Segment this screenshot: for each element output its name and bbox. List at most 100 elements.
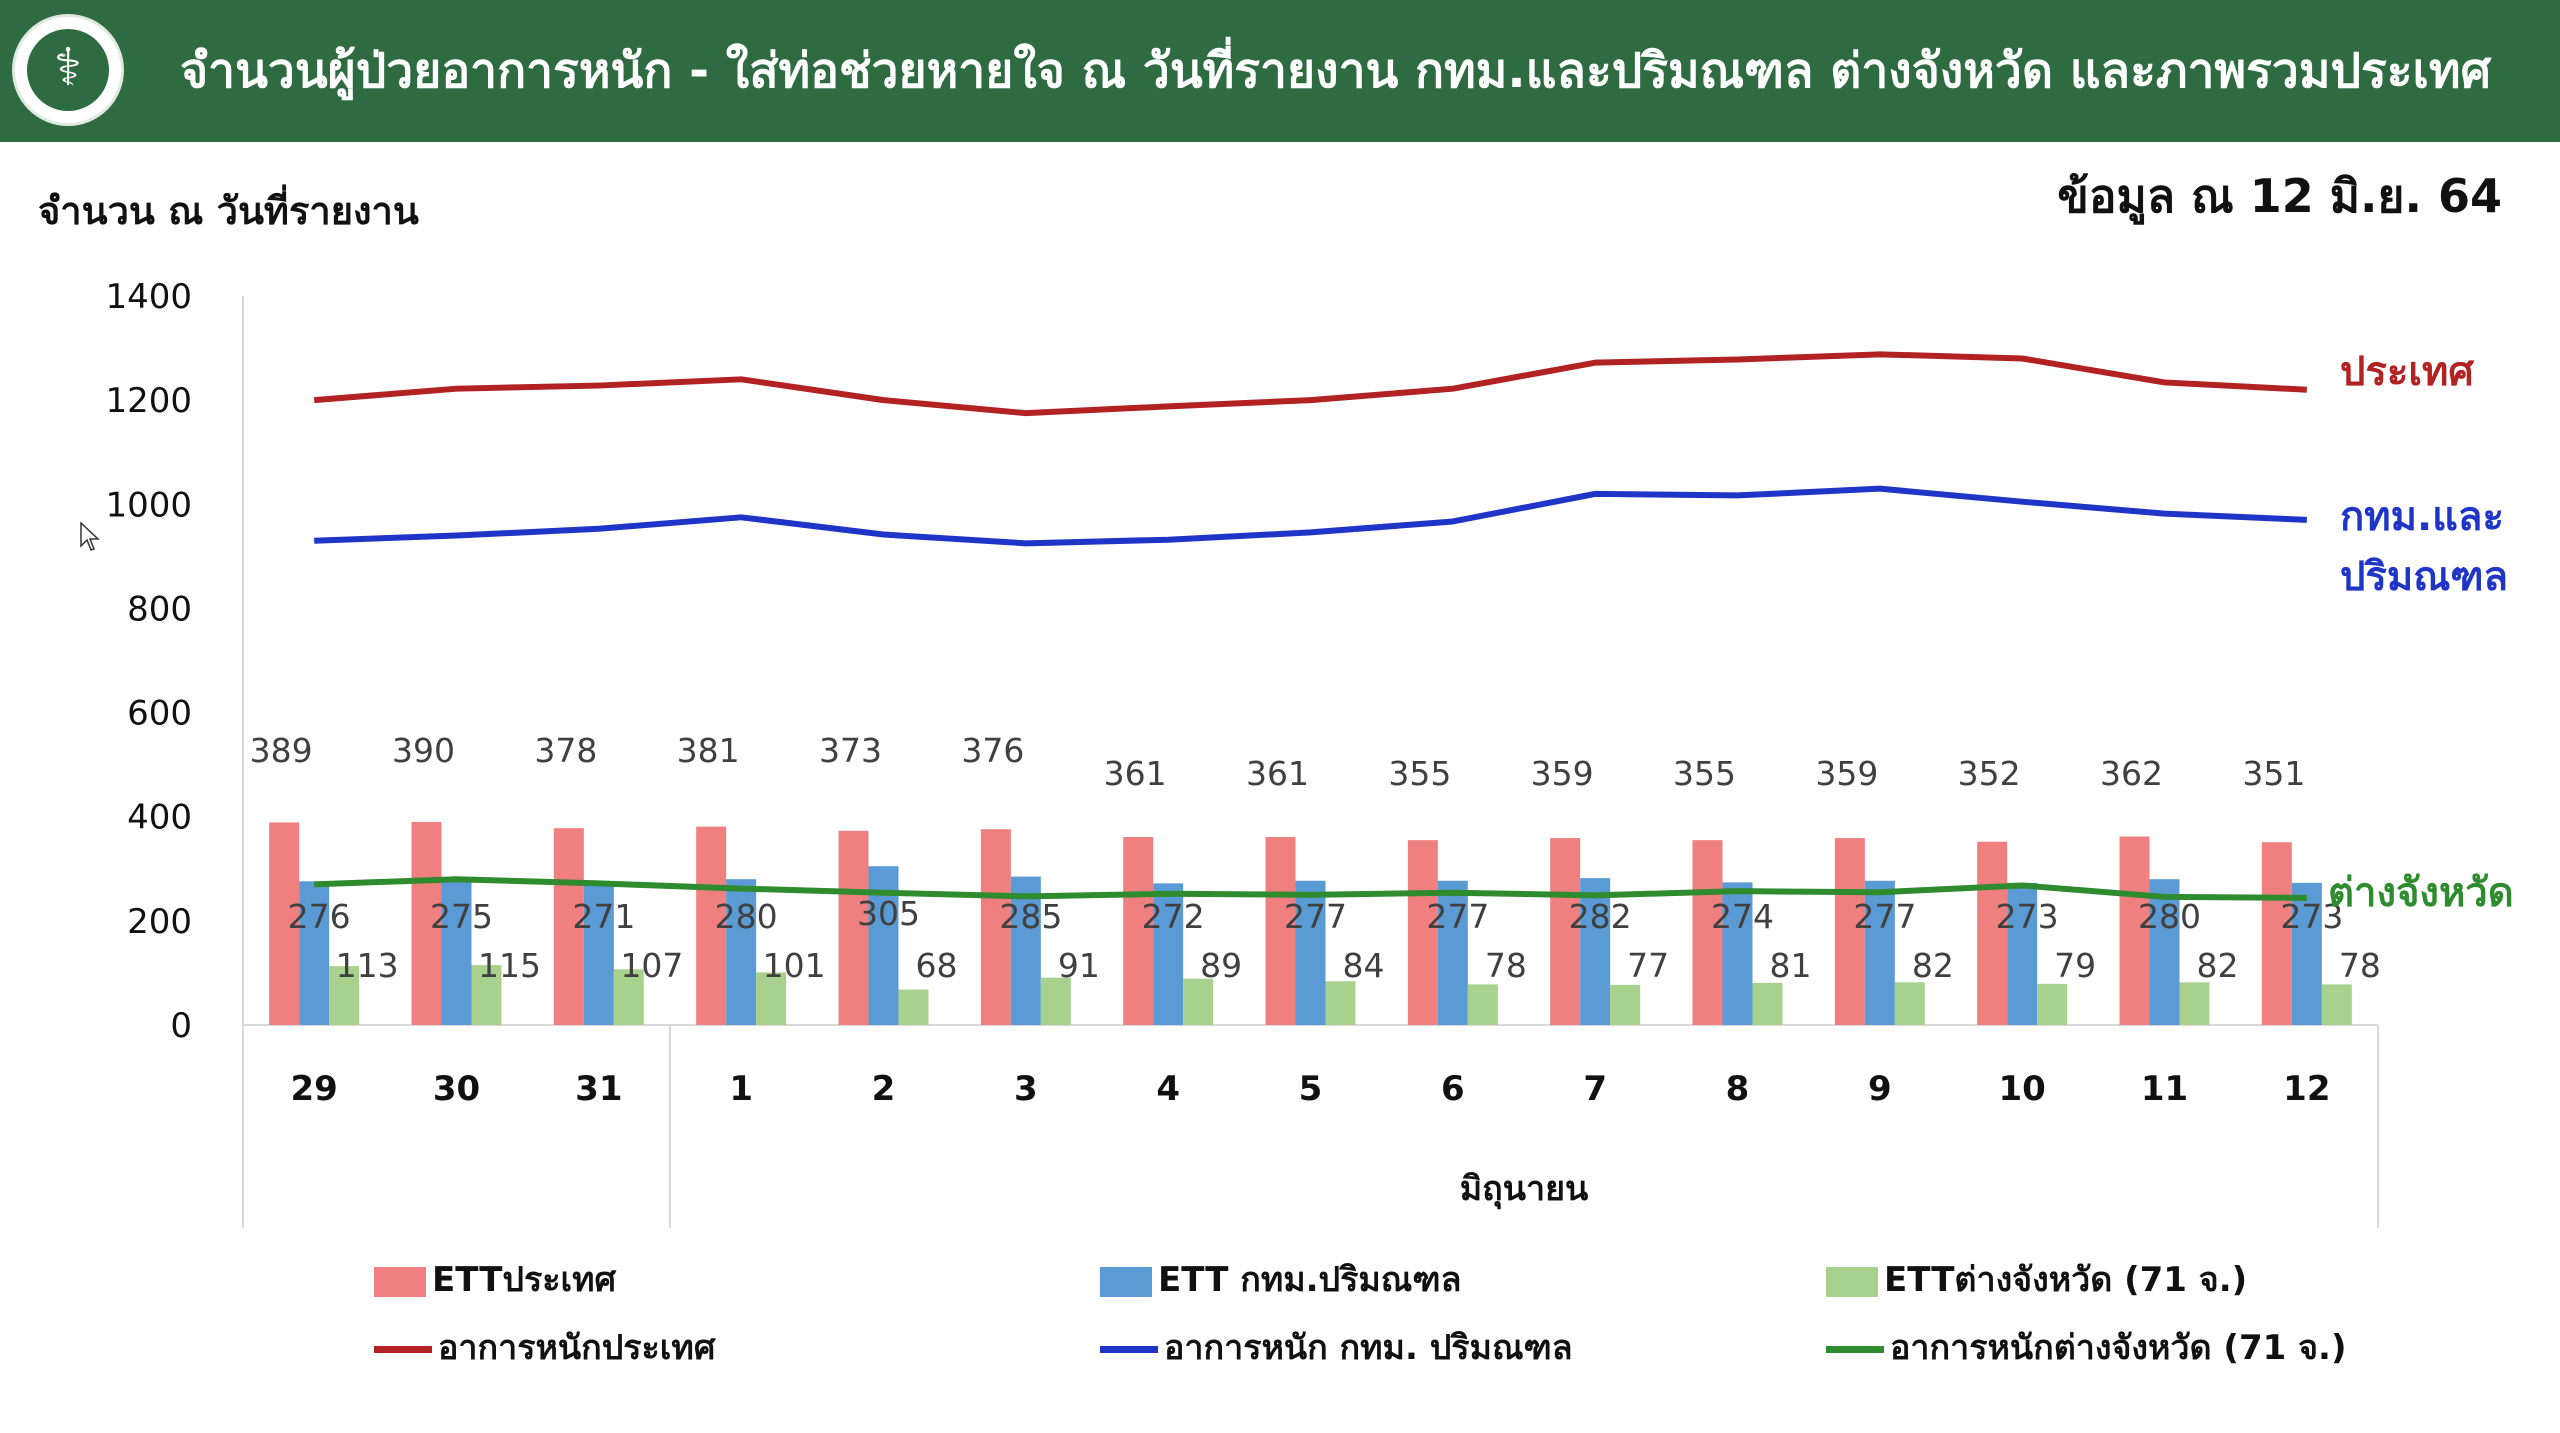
legend-label: ETTต่างจังหวัด (71 จ.) (1884, 1260, 2248, 1300)
y-tick-label: 600 (127, 694, 192, 734)
legend-item: อาการหนักประเทศ (374, 1318, 715, 1378)
x-tick-label: 9 (1868, 1069, 1892, 1109)
bar (1467, 984, 1498, 1025)
bar (1010, 876, 1041, 1025)
bar (299, 881, 330, 1025)
bar (898, 989, 929, 1025)
data-label: 82 (2197, 946, 2239, 985)
data-label: 89 (1200, 946, 1242, 985)
data-label: 381 (677, 731, 740, 770)
bar (1692, 840, 1723, 1025)
bar (1550, 838, 1581, 1025)
bar (1894, 982, 1925, 1025)
bar (1295, 880, 1326, 1025)
series-end-label: ต่างจังหวัด (2328, 870, 2514, 916)
y-tick-label: 1400 (105, 277, 192, 317)
x-tick-label: 3 (1014, 1069, 1038, 1109)
data-label: 376 (961, 731, 1024, 770)
x-tick-label: 12 (2283, 1069, 2330, 1109)
header-bar: ⚕ จำนวนผู้ป่วยอาการหนัก - ใส่ท่อช่วยหายใ… (0, 0, 2560, 142)
data-label: 361 (1104, 754, 1167, 793)
bar (1437, 880, 1468, 1025)
bar (1722, 882, 1753, 1025)
caduceus-icon: ⚕ (53, 38, 83, 98)
data-label: 351 (2242, 754, 2305, 793)
data-label: 277 (1426, 897, 1489, 936)
bar (1407, 840, 1438, 1025)
bar (553, 828, 584, 1025)
data-label: 280 (715, 897, 778, 936)
bar (2291, 882, 2322, 1025)
bar (1040, 977, 1071, 1025)
bar (696, 826, 727, 1025)
data-label: 352 (1958, 754, 2021, 793)
y-tick-label: 0 (170, 1006, 192, 1046)
series-end-label: ประเทศ (2340, 349, 2474, 395)
x-tick-label: 7 (1583, 1069, 1607, 1109)
data-label: 378 (534, 731, 597, 770)
x-tick-label: 11 (2141, 1069, 2188, 1109)
data-label: 91 (1058, 946, 1100, 985)
x-tick-label: 30 (433, 1069, 480, 1109)
bar (838, 830, 869, 1025)
bar (583, 883, 614, 1025)
mouse-cursor-icon (80, 522, 100, 551)
data-date-label: ข้อมูล ณ 12 มิ.ย. 64 (2057, 169, 2502, 223)
data-label: 282 (1569, 897, 1632, 936)
bar (2149, 879, 2180, 1025)
y-tick-label: 1000 (105, 485, 192, 525)
data-label: 280 (2138, 897, 2201, 936)
data-label: 115 (478, 946, 541, 985)
bar (1977, 841, 2008, 1025)
bar (2007, 882, 2038, 1025)
data-label: 274 (1711, 897, 1774, 936)
data-label: 101 (763, 946, 826, 985)
x-tick-label: 2 (872, 1069, 896, 1109)
data-label: 277 (1284, 897, 1347, 936)
logo-ring (27, 29, 109, 111)
data-label: 362 (2100, 754, 2163, 793)
y-tick-label: 1200 (105, 381, 192, 421)
data-label: 305 (857, 894, 920, 933)
bar (1752, 982, 1783, 1025)
bar (2037, 983, 2068, 1025)
data-label: 355 (1388, 754, 1451, 793)
data-label: 77 (1627, 946, 1669, 985)
bar (726, 879, 757, 1025)
legend-item: อาการหนัก กทม. ปริมณฑล (1100, 1318, 1573, 1378)
legend-item: ETT กทม.ปริมณฑล (1100, 1250, 1461, 1310)
data-label: 78 (1485, 946, 1527, 985)
bar (471, 965, 502, 1025)
data-label: 68 (916, 946, 958, 985)
data-label: 355 (1673, 754, 1736, 793)
bar (2321, 984, 2352, 1025)
series-line (313, 351, 2307, 417)
data-label: 78 (2339, 946, 2381, 985)
bar (613, 969, 644, 1025)
bar (756, 972, 787, 1025)
bar (2119, 836, 2150, 1025)
month-group-label: มิถุนายน (1460, 1169, 1589, 1210)
data-label: 359 (1815, 754, 1878, 793)
data-label: 273 (2280, 897, 2343, 936)
bar (2261, 842, 2292, 1025)
legend-item: อาการหนักต่างจังหวัด (71 จ.) (1826, 1318, 2346, 1378)
y-tick-label: 800 (127, 589, 192, 629)
legend-swatch (1826, 1266, 1878, 1297)
bar (329, 966, 360, 1025)
legend-label: อาการหนักประเทศ (438, 1328, 716, 1368)
data-label: 82 (1912, 946, 1954, 985)
data-label: 285 (999, 897, 1062, 936)
data-label: 113 (336, 946, 399, 985)
data-label: 277 (1853, 897, 1916, 936)
y-tick-label: 400 (127, 798, 192, 838)
data-label: 373 (819, 731, 882, 770)
bar (1265, 837, 1296, 1025)
series-line (314, 485, 2307, 547)
x-tick-label: 8 (1726, 1069, 1750, 1109)
bar (1834, 838, 1865, 1025)
data-label: 273 (1996, 897, 2059, 936)
page-title: จำนวนผู้ป่วยอาการหนัก - ใส่ท่อช่วยหายใจ … (180, 43, 2492, 99)
legend-swatch (1100, 1266, 1152, 1297)
